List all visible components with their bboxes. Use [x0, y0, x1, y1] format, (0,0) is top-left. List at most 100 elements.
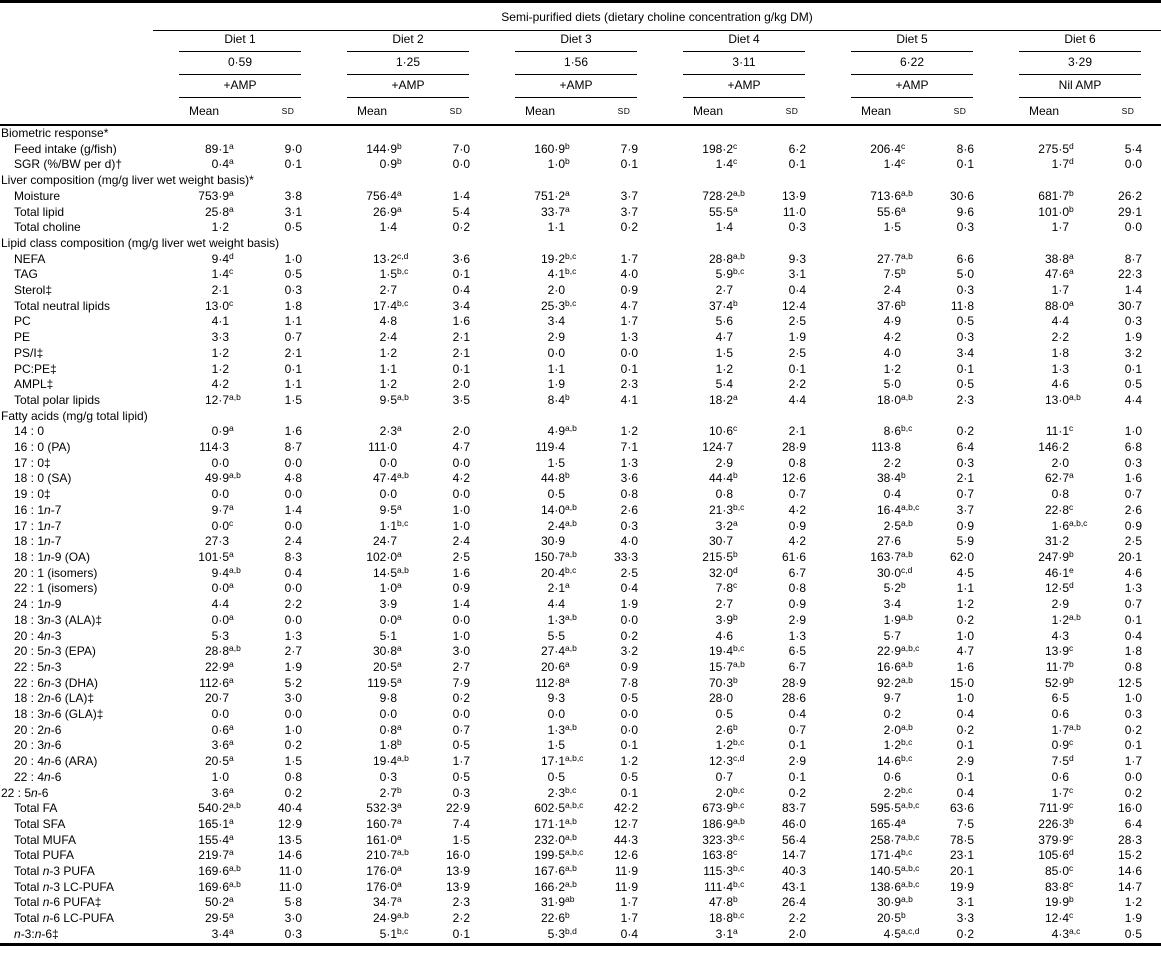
- mean-cell: 1·2b,c: [715, 737, 745, 753]
- sd-cell: 1·2: [620, 754, 638, 769]
- sd-cell: 0·2: [620, 628, 638, 643]
- mean-cell: 4·1b,c: [547, 266, 577, 282]
- mean-cell: 37·6b: [876, 297, 906, 313]
- sd-cell: 12·5: [1118, 675, 1143, 690]
- sd-cell: 0·1: [788, 738, 806, 753]
- mean-cell: 1·5b,c: [379, 266, 409, 282]
- mean-cell: 5·9b,c: [715, 266, 745, 282]
- mean-cell: 0·6: [1051, 769, 1069, 784]
- mean-cell: 115·3b,c: [703, 863, 745, 879]
- row-label: n-3:n-6‡: [14, 926, 59, 941]
- table-row: PC:PE‡ 1·2 0·1 1·1 0·1 1·1 0·1 1·2 0·1 1·2 0·1 1·3 0…: [0, 362, 1161, 378]
- amp-value: +AMP: [179, 77, 301, 98]
- mean-cell: 112·6a: [199, 674, 234, 690]
- sd-cell: 0·1: [956, 361, 974, 376]
- row-label: 19 : 0‡: [14, 487, 51, 502]
- sd-cell: 0·1: [620, 785, 638, 800]
- mean-cell: 138·6a,b,c: [870, 878, 920, 894]
- sd-cell: 3·7: [956, 502, 974, 517]
- mean-cell: 32·0d: [708, 564, 738, 580]
- amp-header: +AMP: [153, 77, 321, 100]
- diet-name-row: Diet 1 Diet 2 Diet 3 Diet 4 Diet 5 Diet 6: [0, 31, 1161, 55]
- mean-cell: 46·1e: [1044, 564, 1074, 580]
- sd-cell: 0·7: [1124, 597, 1143, 612]
- mean-column-header: Mean: [489, 100, 591, 126]
- mean-cell: 169·6a,b: [198, 878, 241, 894]
- mean-cell: 0·0a: [379, 611, 402, 627]
- choline-concentration-header: 1·56: [489, 54, 657, 77]
- mean-cell: 595·5a,b,c: [870, 800, 920, 816]
- mean-cell: 44·8b: [540, 470, 570, 486]
- mean-cell: 13·0c: [204, 297, 234, 313]
- mean-cell: 160·7a: [366, 815, 402, 831]
- sd-cell: 2·4: [284, 534, 302, 549]
- mean-cell: 2·5a,b: [883, 517, 913, 533]
- mean-cell: 2·0b,c: [715, 784, 745, 800]
- sd-cell: 0·2: [284, 785, 302, 800]
- sd-cell: 1·6: [284, 424, 302, 439]
- sd-cell: 0·4: [956, 707, 974, 722]
- mean-cell: 25·3b,c: [540, 297, 577, 313]
- mean-cell: 4·1: [211, 314, 229, 329]
- mean-cell: 4·4: [547, 597, 565, 612]
- sd-cell: 0·4: [620, 581, 638, 596]
- mean-cell: 3·4: [547, 314, 565, 329]
- mean-cell: 24·7: [372, 534, 397, 549]
- mean-cell: 105·6d: [1038, 847, 1074, 863]
- sd-cell: 2·5: [788, 345, 806, 360]
- mean-cell: 1·8b: [379, 737, 402, 753]
- sd-cell: 2·2: [284, 597, 302, 612]
- mean-cell: 14·5a,b: [372, 564, 409, 580]
- sd-cell: 11·9: [614, 879, 638, 894]
- sd-cell: 0·1: [1124, 612, 1143, 627]
- mean-cell: 1·4c: [883, 156, 906, 172]
- sd-cell: 1·0: [284, 251, 302, 266]
- sd-cell: 2·3: [620, 377, 638, 392]
- mean-sd-row: Mean SD Mean SD Mean SD Mean SD Mean SD Mean SD: [0, 100, 1161, 126]
- sd-cell: 5·8: [284, 895, 302, 910]
- sd-cell: 0·3: [788, 220, 806, 235]
- mean-cell: 2·1a: [547, 580, 570, 596]
- sd-cell: 0·2: [788, 785, 806, 800]
- mean-cell: 114·3: [199, 440, 229, 455]
- sd-cell: 22·9: [445, 801, 470, 816]
- sd-cell: 1·4: [452, 597, 470, 612]
- table-body: Biometric response* Feed intake (g/fish) 8…: [0, 125, 1161, 944]
- mean-cell: 1·2: [883, 361, 901, 376]
- sd-cell: 4·0: [620, 267, 638, 282]
- mean-cell: 34·7a: [372, 894, 402, 910]
- mean-cell: 0·2: [883, 707, 901, 722]
- row-label: Total n-6 LC-PUFA: [14, 911, 115, 926]
- sd-cell: 0·0: [1124, 769, 1143, 784]
- sd-cell: 6·2: [788, 141, 806, 156]
- section-label: Biometric response*: [1, 126, 109, 140]
- section-row: Lipid class composition (mg/g liver wet …: [0, 236, 1161, 252]
- table-row: 20 : 5n-3 (EPA) 28·8a,b 2·7 30·8a 3·0 27·4a,b…: [0, 644, 1161, 660]
- sd-cell: 30·6: [949, 188, 974, 203]
- mean-cell: 0·4: [883, 487, 901, 502]
- mean-cell: 29·5a: [204, 910, 234, 926]
- sd-cell: 1·0: [1124, 424, 1143, 439]
- sd-cell: 8·3: [284, 549, 302, 564]
- row-label: 20 : 3n-6: [14, 738, 62, 753]
- row-label: AMPL‡: [14, 377, 54, 392]
- mean-cell: 1·0: [211, 769, 229, 784]
- sd-cell: 1·6: [452, 314, 470, 329]
- sd-cell: 1·4: [452, 188, 470, 203]
- sd-cell: 0·2: [956, 722, 974, 737]
- sd-cell: 0·2: [956, 612, 974, 627]
- sd-cell: 0·1: [1124, 361, 1143, 376]
- sd-cell: 0·1: [620, 738, 638, 753]
- sd-cell: 2·3: [452, 895, 470, 910]
- table-row: Total lipid 25·8a 3·1 26·9a 5·4 33·7a 3·7 55·5a…: [0, 203, 1161, 221]
- mean-cell: 101·0b: [1038, 203, 1074, 219]
- mean-cell: 0·0: [211, 487, 229, 502]
- mean-cell: 5·6: [715, 314, 733, 329]
- sd-cell: 0·0: [452, 487, 470, 502]
- mean-cell: 26·9a: [372, 203, 402, 219]
- mean-cell: 11·7b: [1045, 658, 1074, 674]
- amp-value: +AMP: [347, 77, 469, 98]
- sd-cell: 1·0: [452, 628, 470, 643]
- table-row: 14 : 0 0·9a 1·6 2·3a 2·0 4·9a,b 1·2 10·6c 2·1 8·6…: [0, 424, 1161, 440]
- amp-row: +AMP +AMP +AMP +AMP +AMP Nil AMP: [0, 77, 1161, 100]
